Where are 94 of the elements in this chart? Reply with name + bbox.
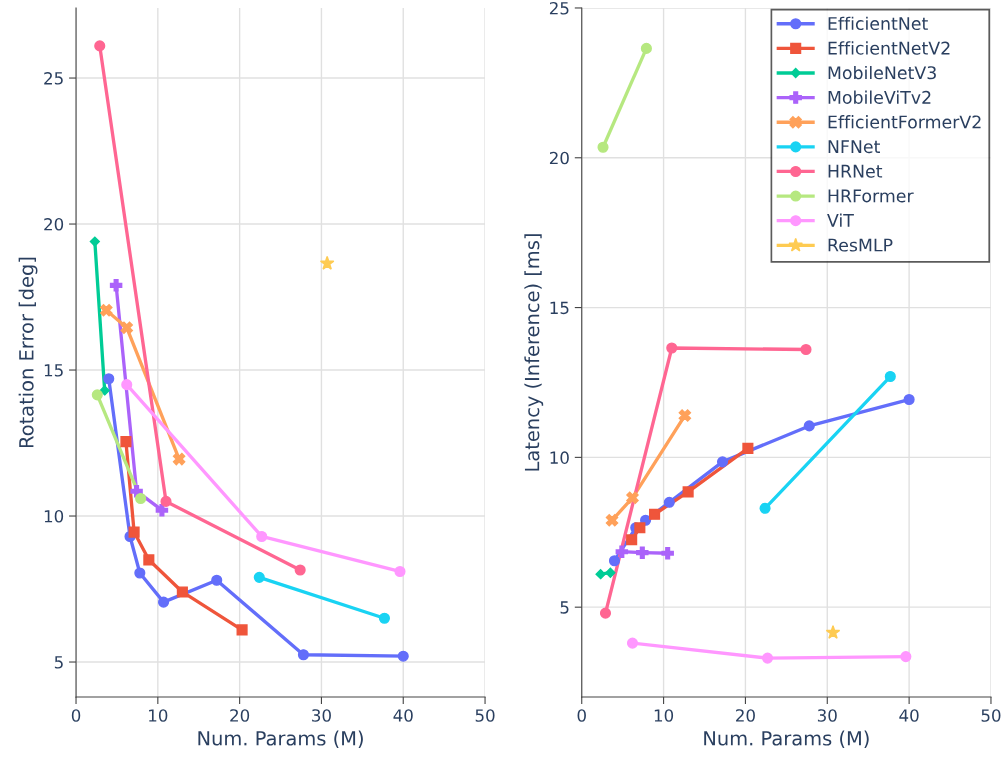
point xyxy=(605,567,616,578)
y-tick-label: 20 xyxy=(549,151,569,165)
point xyxy=(903,393,915,406)
y-tick-label: 10 xyxy=(44,509,64,523)
point xyxy=(682,486,694,498)
point xyxy=(759,502,771,514)
y-axis-title: Latency (Inference) [ms] xyxy=(524,234,544,471)
point xyxy=(121,379,133,391)
point xyxy=(678,409,692,422)
x-tick-label: 40 xyxy=(393,709,413,722)
point xyxy=(155,503,169,517)
point xyxy=(599,607,612,619)
point xyxy=(99,385,110,396)
point xyxy=(128,526,140,538)
y-tick-label: 5 xyxy=(54,656,63,669)
legend-label: ViT xyxy=(827,213,854,227)
legend-label: EfficientFormerV2 xyxy=(828,115,981,129)
point xyxy=(256,530,268,543)
y-tick-label: 25 xyxy=(549,1,569,15)
point xyxy=(378,612,390,624)
point xyxy=(91,389,103,401)
y-tick-label: 10 xyxy=(550,451,569,464)
legend-label: MobileNetV3 xyxy=(828,65,936,80)
legend-label: HRNet xyxy=(828,164,883,178)
x-tick-label: 0 xyxy=(71,709,81,722)
x-axis-title: Num. Params (M) xyxy=(704,730,869,748)
point xyxy=(176,586,188,598)
point xyxy=(134,567,146,579)
x-tick-label: 50 xyxy=(981,709,1001,722)
x-tick-label: 30 xyxy=(312,709,331,722)
x-tick-label: 0 xyxy=(577,709,586,722)
legend-label: NFNet xyxy=(828,140,880,154)
legend-label: EfficientNet xyxy=(828,16,928,31)
y-tick-label: 15 xyxy=(550,301,569,315)
y-tick-label: 20 xyxy=(44,218,64,231)
point xyxy=(761,652,774,664)
point xyxy=(595,569,606,580)
point xyxy=(661,546,674,560)
point xyxy=(319,255,335,270)
x-tick-label: 10 xyxy=(654,709,674,722)
x-tick-label: 20 xyxy=(736,709,755,722)
point xyxy=(172,452,186,466)
point xyxy=(605,514,619,527)
point xyxy=(394,565,406,578)
point xyxy=(884,370,896,383)
x-tick-label: 30 xyxy=(817,709,837,722)
point xyxy=(626,534,638,546)
point xyxy=(211,574,223,586)
point xyxy=(103,373,115,385)
point xyxy=(397,650,409,662)
point xyxy=(663,496,675,508)
point xyxy=(649,508,661,520)
point xyxy=(608,555,621,567)
legend-label: EfficientNetV2 xyxy=(828,41,950,55)
point xyxy=(120,436,132,448)
x-tick-label: 40 xyxy=(899,709,919,722)
point xyxy=(615,545,629,559)
point xyxy=(160,495,172,507)
point xyxy=(742,442,754,454)
point xyxy=(297,649,310,661)
legend-label: HRFormer xyxy=(828,189,914,203)
point xyxy=(626,637,639,649)
point xyxy=(666,342,678,354)
point xyxy=(803,420,815,432)
point xyxy=(109,279,123,292)
legend-label: ResMLP xyxy=(828,238,893,252)
point xyxy=(120,321,133,334)
point xyxy=(716,456,729,468)
legend-label: MobileViTv2 xyxy=(828,90,931,104)
x-tick-label: 20 xyxy=(230,709,250,722)
point xyxy=(236,624,248,636)
y-tick-label: 25 xyxy=(44,72,63,85)
point xyxy=(626,491,639,505)
point xyxy=(143,554,155,566)
point xyxy=(636,546,649,559)
point xyxy=(597,141,609,153)
x-tick-label: 50 xyxy=(475,709,495,722)
point xyxy=(158,596,170,608)
point xyxy=(94,40,106,52)
x-tick-label: 10 xyxy=(149,709,168,722)
point xyxy=(800,343,812,356)
point xyxy=(100,303,113,317)
point xyxy=(135,492,147,505)
point xyxy=(634,522,646,534)
y-tick-label: 5 xyxy=(560,601,569,614)
x-axis-title: Num. Params (M) xyxy=(198,730,363,748)
point xyxy=(253,571,265,583)
point xyxy=(900,651,912,663)
point xyxy=(89,236,100,247)
point xyxy=(825,625,841,639)
point xyxy=(640,42,652,54)
point xyxy=(294,564,306,576)
y-tick-label: 15 xyxy=(44,364,63,377)
y-axis-title: Rotation Error [deg] xyxy=(18,257,38,448)
